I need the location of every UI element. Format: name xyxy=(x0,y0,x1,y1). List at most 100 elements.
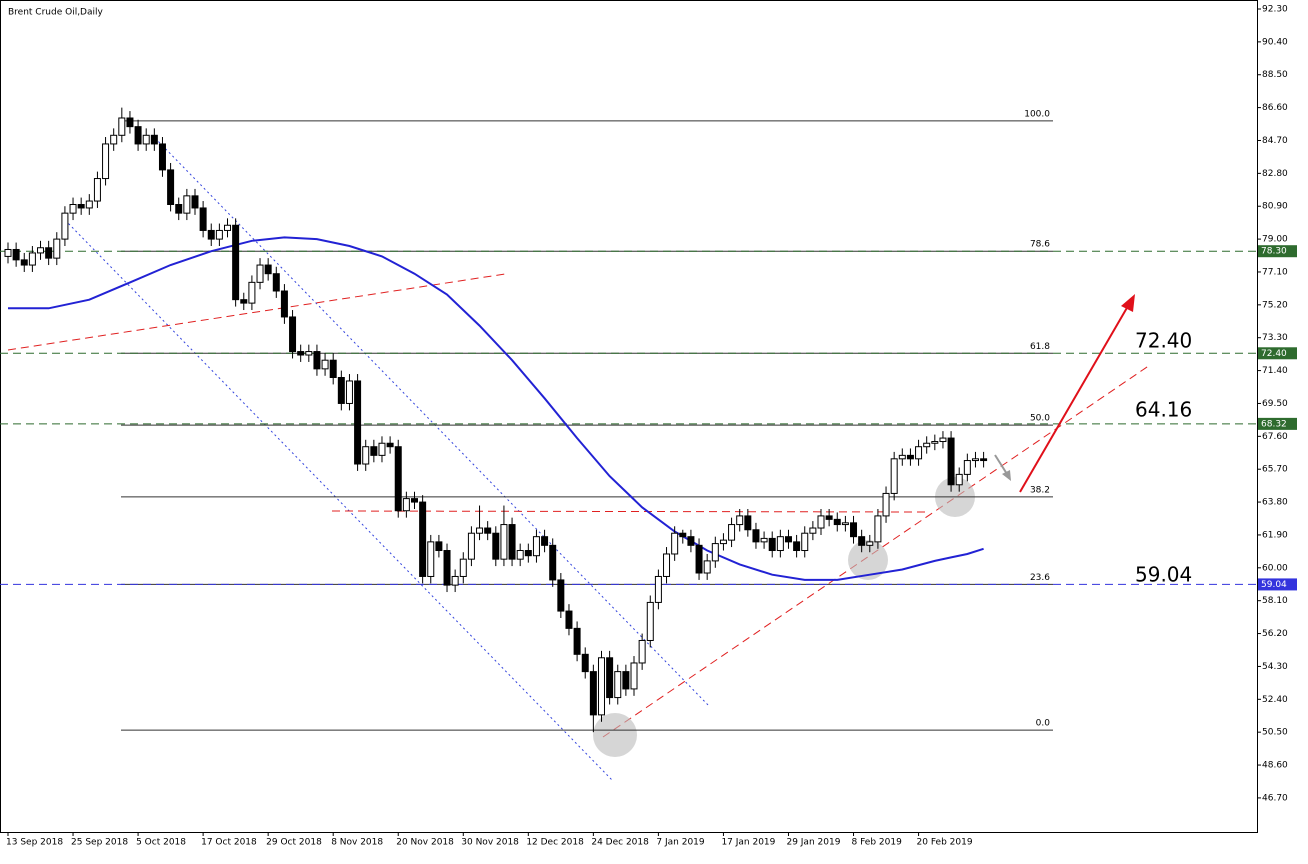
candle-body xyxy=(345,380,353,404)
candle-body xyxy=(622,671,630,690)
candle-body xyxy=(394,446,402,512)
candle-body xyxy=(646,601,654,641)
candle-body xyxy=(183,195,191,214)
candle-body xyxy=(947,437,955,486)
x-tick-label: 7 Jan 2019 xyxy=(656,838,704,848)
candle-body xyxy=(695,544,703,574)
x-tick-label: 20 Nov 2018 xyxy=(396,838,454,848)
candle-body xyxy=(264,264,272,275)
y-tick-label: 71.40 xyxy=(1262,366,1288,376)
y-tick-label: 46.70 xyxy=(1262,793,1288,803)
candle-body xyxy=(435,541,443,552)
candle-body xyxy=(597,657,605,716)
candle-body xyxy=(240,299,248,304)
candle-body xyxy=(459,558,467,577)
candle-body xyxy=(427,541,435,577)
y-tick-label: 50.50 xyxy=(1262,728,1288,738)
candle-body xyxy=(158,143,166,171)
y-tick-label: 58.10 xyxy=(1262,596,1288,606)
candle-body xyxy=(167,169,175,205)
candle-body xyxy=(411,498,418,503)
candle-body xyxy=(711,543,719,562)
candle-body xyxy=(768,537,776,552)
candle-body xyxy=(337,377,345,404)
candle-body xyxy=(541,536,549,546)
candle-body xyxy=(313,351,321,370)
candle-body xyxy=(906,454,914,460)
y-tick-label: 63.80 xyxy=(1262,498,1288,508)
y-tick-label: 52.40 xyxy=(1262,695,1288,705)
y-tick-label: 84.70 xyxy=(1262,136,1288,146)
x-tick-label: 29 Oct 2018 xyxy=(266,838,322,848)
forecast-arrow xyxy=(1019,305,1129,493)
candle-body xyxy=(736,515,744,526)
fib-label: 38.2 xyxy=(1030,485,1050,495)
candle-body xyxy=(476,527,484,534)
candle-body xyxy=(573,627,581,655)
candle-body xyxy=(784,536,792,543)
x-tick-label: 30 Nov 2018 xyxy=(461,838,519,848)
y-tick-label: 88.50 xyxy=(1262,70,1288,80)
x-tick-label: 29 Jan 2019 xyxy=(786,838,840,848)
candle-body xyxy=(386,442,394,448)
moving-average xyxy=(8,236,984,581)
candle-body xyxy=(272,273,280,292)
x-tick-label: 8 Nov 2018 xyxy=(331,838,383,848)
candle-body xyxy=(817,515,825,529)
arrow-head xyxy=(1121,294,1135,312)
candle-body xyxy=(719,539,727,545)
candle-body xyxy=(549,544,557,581)
price-box-label: 68.32 xyxy=(1261,419,1287,429)
candle-body xyxy=(191,195,199,209)
y-tick-label: 56.20 xyxy=(1262,629,1288,639)
x-tick-label: 25 Sep 2018 xyxy=(71,838,128,848)
candle-body xyxy=(207,229,215,240)
price-box-label: 78.30 xyxy=(1261,247,1287,257)
candle-body xyxy=(801,532,809,552)
candle-body xyxy=(451,575,459,586)
marks: 100.0 78.6 61.8 50.0 38.2 23.6 0.0 xyxy=(0,107,1257,733)
annotation: 59.04 xyxy=(1135,563,1192,587)
candle-body xyxy=(882,492,890,517)
y-tick-label: 48.60 xyxy=(1262,761,1288,771)
fib-label: 0.0 xyxy=(1036,719,1051,729)
candle-body xyxy=(687,536,695,546)
candle-body xyxy=(484,527,492,534)
y-tick-label: 54.30 xyxy=(1262,662,1288,672)
candle-body xyxy=(467,532,475,560)
candle-body xyxy=(134,126,142,145)
y-tick-label: 82.80 xyxy=(1262,169,1288,179)
y-tick-label: 80.90 xyxy=(1262,202,1288,212)
candle-body xyxy=(841,522,849,526)
candle-body xyxy=(744,515,752,531)
y-tick-label: 75.20 xyxy=(1262,300,1288,310)
candle-body xyxy=(500,524,508,560)
fib-label: 78.6 xyxy=(1030,240,1050,250)
arrow-head xyxy=(1002,470,1011,481)
channel-line xyxy=(64,219,613,781)
candle-body xyxy=(370,446,378,456)
candle-body xyxy=(671,532,679,555)
overlay xyxy=(994,294,1135,493)
highlight-circle xyxy=(848,540,888,580)
candle-body xyxy=(923,442,931,448)
x-tick-label: 13 Sep 2018 xyxy=(6,838,63,848)
x-tick-label: 8 Feb 2019 xyxy=(852,838,903,848)
candle-body xyxy=(199,207,207,231)
candle-body xyxy=(215,229,223,240)
y-tick-label: 79.00 xyxy=(1262,235,1288,245)
candle-body xyxy=(150,134,158,145)
candle-body xyxy=(443,550,451,586)
candle-body xyxy=(890,458,898,494)
candle-body xyxy=(752,529,760,543)
candle-body xyxy=(102,143,110,180)
candle-body xyxy=(516,550,524,560)
x-tick-label: 20 Feb 2019 xyxy=(917,838,973,848)
y-tick-label: 73.30 xyxy=(1262,333,1288,343)
candle-body xyxy=(93,178,101,202)
candle-body xyxy=(53,238,61,259)
candle-body xyxy=(825,515,833,520)
candle-body xyxy=(833,518,841,526)
fib-label: 23.6 xyxy=(1030,573,1050,583)
x-tick-label: 5 Oct 2018 xyxy=(136,838,186,848)
